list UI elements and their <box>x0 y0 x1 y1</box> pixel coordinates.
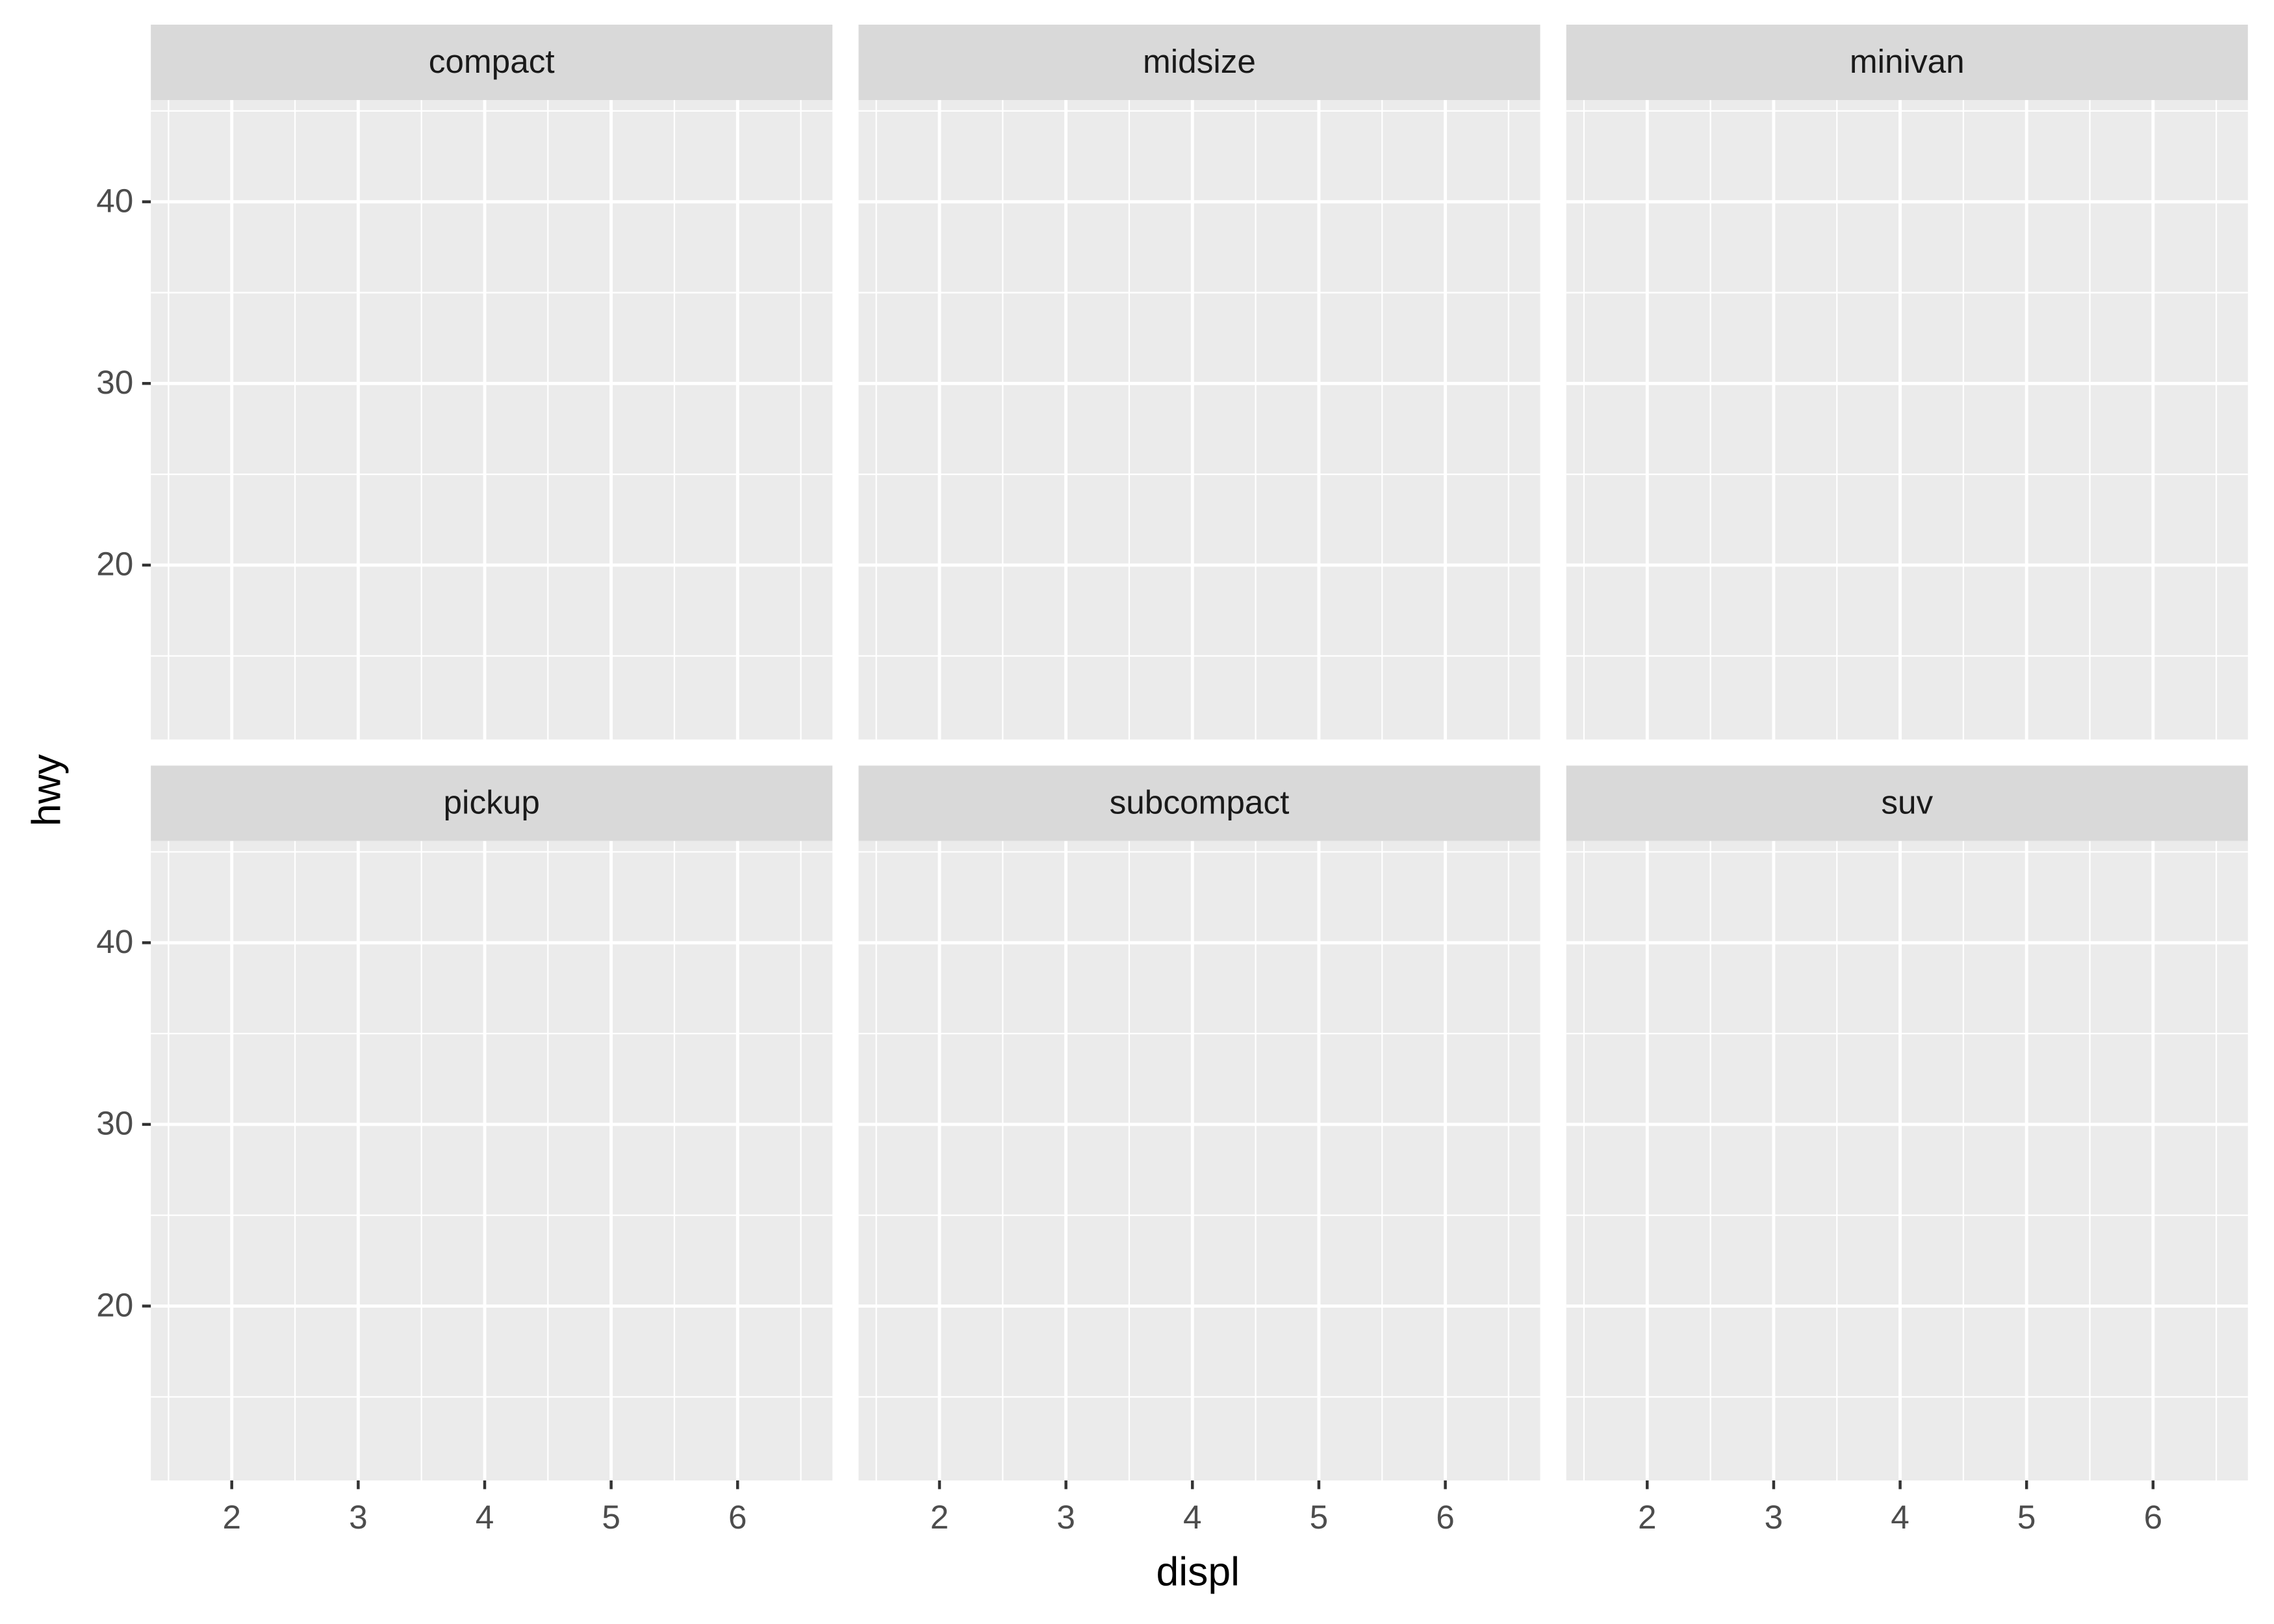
strip-label: subcompact <box>1110 783 1290 820</box>
panel-background <box>151 841 833 1481</box>
x-tick-label: 4 <box>1891 1499 1910 1536</box>
x-tick-label: 4 <box>476 1499 494 1536</box>
x-tick-label: 3 <box>349 1499 368 1536</box>
y-tick-label: 40 <box>96 923 133 960</box>
x-tick-label: 2 <box>930 1499 949 1536</box>
y-tick-label: 20 <box>96 1286 133 1323</box>
strip-label: midsize <box>1143 43 1256 80</box>
strip-label: suv <box>1881 783 1933 820</box>
y-tick-label: 20 <box>96 546 133 583</box>
x-tick-label: 4 <box>1183 1499 1202 1536</box>
y-axis-title: hwy <box>23 754 69 826</box>
strip-label: compact <box>429 43 555 80</box>
strip-label: pickup <box>444 783 540 820</box>
panel-background <box>1566 100 2248 740</box>
y-tick-label: 30 <box>96 1105 133 1142</box>
x-axis-title: displ <box>1156 1549 1240 1595</box>
panel-background <box>858 841 1540 1481</box>
y-tick-label: 40 <box>96 182 133 219</box>
strip-background <box>858 24 1540 101</box>
strip-background <box>151 765 833 841</box>
y-tick-label: 30 <box>96 364 133 401</box>
strip-label: minivan <box>1850 43 1965 80</box>
x-tick-label: 3 <box>1056 1499 1075 1536</box>
x-tick-label: 5 <box>1310 1499 1329 1536</box>
x-tick-label: 5 <box>2017 1499 2036 1536</box>
panel-background <box>1566 841 2248 1481</box>
x-tick-label: 5 <box>602 1499 620 1536</box>
strip-background <box>858 765 1540 841</box>
panel-background <box>151 100 833 740</box>
x-tick-label: 6 <box>1436 1499 1455 1536</box>
x-tick-label: 6 <box>728 1499 747 1536</box>
panel-background <box>858 100 1540 740</box>
x-tick-label: 6 <box>2144 1499 2163 1536</box>
x-tick-label: 2 <box>1638 1499 1657 1536</box>
strip-background <box>151 24 833 101</box>
strip-background <box>1566 765 2248 841</box>
x-tick-label: 2 <box>222 1499 241 1536</box>
strip-background <box>1566 24 2248 101</box>
x-tick-label: 3 <box>1765 1499 1783 1536</box>
